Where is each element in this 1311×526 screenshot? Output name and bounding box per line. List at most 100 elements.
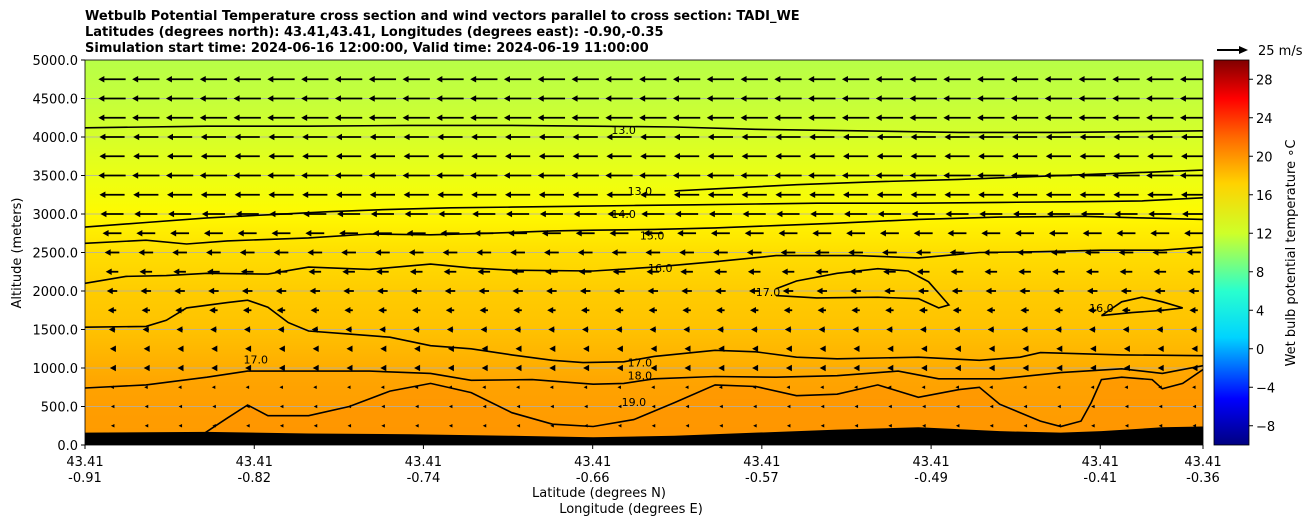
wind-arrow-head: [819, 345, 826, 352]
wind-arrow-head: [240, 268, 247, 275]
wind-arrow-head: [470, 114, 477, 121]
wind-arrow-head: [302, 191, 309, 198]
wind-arrow-head: [1179, 114, 1186, 121]
wind-arrow-head: [910, 153, 917, 160]
y-tick-label: 3500.0: [33, 170, 79, 185]
wind-arrow-small: [1192, 423, 1197, 428]
wind-arrow-head: [132, 114, 139, 121]
wind-arrow-head: [376, 268, 383, 275]
wind-arrow-head: [503, 76, 510, 83]
wind-arrow-head: [1044, 172, 1051, 179]
wind-arrow-small: [313, 385, 317, 390]
wind-arrow-head: [1010, 76, 1017, 83]
wind-arrow-head: [639, 76, 646, 83]
wind-arrow-head: [305, 230, 312, 237]
wind-arrow-head: [278, 364, 285, 372]
wind-arrow-head: [267, 76, 274, 83]
wind-arrow-head: [1181, 133, 1187, 141]
wind-arrow-head: [887, 364, 894, 372]
contour-label: 13.0: [611, 124, 636, 137]
wind-arrow-head: [819, 364, 826, 372]
wind-arrow-small: [922, 423, 926, 428]
wind-arrow-head: [278, 345, 285, 352]
wind-arrow-head: [234, 133, 241, 141]
wind-arrow-head: [707, 191, 714, 198]
wind-arrow-head: [986, 307, 993, 314]
wind-arrow-head: [978, 191, 985, 198]
wind-arrow-head: [1085, 268, 1092, 275]
wind-arrow-head: [437, 133, 444, 141]
wind-arrow-head: [1112, 95, 1119, 102]
wind-arrow-head: [98, 172, 105, 179]
contour-label: 14.0: [611, 208, 636, 221]
wind-arrow-head: [346, 345, 353, 352]
wind-arrow-head: [436, 95, 443, 102]
wind-arrow-head: [978, 133, 985, 141]
wind-arrow-head: [414, 345, 421, 352]
wind-arrow-head: [403, 133, 410, 141]
wind-arrow-head: [742, 210, 749, 218]
wind-arrow-head: [1045, 191, 1052, 198]
wind-key-label: 25 m/s: [1258, 44, 1303, 59]
contour-line-13.0: [674, 169, 1203, 192]
wind-arrow-head: [108, 326, 115, 333]
y-tick-label: 2500.0: [33, 247, 79, 262]
wind-arrow-head: [539, 210, 546, 218]
wind-arrow-head: [875, 172, 882, 179]
wind-arrow-head: [301, 95, 308, 102]
wind-arrow-head: [1055, 326, 1062, 333]
wind-arrow-head: [368, 95, 375, 102]
wind-arrow-head: [503, 95, 510, 102]
wind-arrow-small: [820, 423, 825, 428]
wind-arrow-head: [380, 364, 387, 372]
colorbar-tick-label: 4: [1256, 304, 1264, 319]
wind-arrow-head: [1090, 364, 1097, 372]
x-axis: 43.41-0.9143.41-0.8243.41-0.7443.41-0.66…: [66, 445, 1222, 486]
wind-arrow-head: [276, 307, 283, 314]
wind-arrow-head: [718, 364, 725, 372]
wind-arrow-small: [246, 423, 250, 428]
wind-arrow-head: [106, 287, 113, 295]
wind-arrow-small: [448, 404, 453, 409]
wind-arrow-small: [753, 423, 757, 428]
contour-label: 18.0: [628, 370, 653, 383]
wind-arrow-head: [706, 76, 713, 83]
wind-arrow-head: [174, 287, 181, 295]
wind-arrow-head: [1154, 287, 1161, 295]
x-tick-label-lon: -0.49: [914, 471, 948, 486]
wind-arrow-head: [883, 268, 890, 275]
wind-vectors: [98, 76, 1203, 428]
wind-arrow-small: [482, 404, 487, 409]
wind-arrow-head: [549, 364, 556, 372]
wind-arrow-head: [605, 114, 612, 121]
contour-label: 19.0: [622, 396, 647, 409]
wind-arrow-head: [988, 345, 995, 352]
contour-label: 13.0: [628, 185, 653, 198]
wind-arrow-head: [107, 307, 114, 314]
wind-arrow-head: [143, 345, 150, 352]
wind-arrow-head: [479, 307, 486, 314]
wind-arrow-head: [846, 230, 853, 237]
x-tick-label-lon: -0.36: [1186, 471, 1220, 486]
x-tick-label-lat: 43.41: [1184, 455, 1221, 470]
contour-label: 17.0: [243, 354, 268, 367]
wind-arrow-head: [200, 191, 207, 198]
wind-arrow-head: [537, 172, 544, 179]
colorbar-tick-label: 24: [1256, 112, 1273, 127]
x-tick-label-lat: 43.41: [743, 455, 780, 470]
wind-arrow-small: [448, 385, 452, 390]
wind-arrow-head: [783, 307, 790, 314]
wind-arrow-head: [368, 172, 375, 179]
wind-arrow-head: [277, 326, 284, 333]
wind-arrow-head: [302, 133, 309, 141]
x-tick-label-lon: -0.66: [576, 471, 610, 486]
wind-arrow-head: [538, 133, 545, 141]
wind-arrow-head: [740, 172, 747, 179]
wind-arrow-small: [1091, 423, 1095, 428]
wind-arrow-head: [812, 230, 819, 237]
x-tick-label-lat: 43.41: [66, 455, 103, 470]
wind-arrow-head: [177, 345, 184, 352]
wind-arrow-small: [820, 404, 825, 409]
wind-arrow-head: [337, 210, 344, 218]
wind-arrow-head: [102, 230, 109, 237]
